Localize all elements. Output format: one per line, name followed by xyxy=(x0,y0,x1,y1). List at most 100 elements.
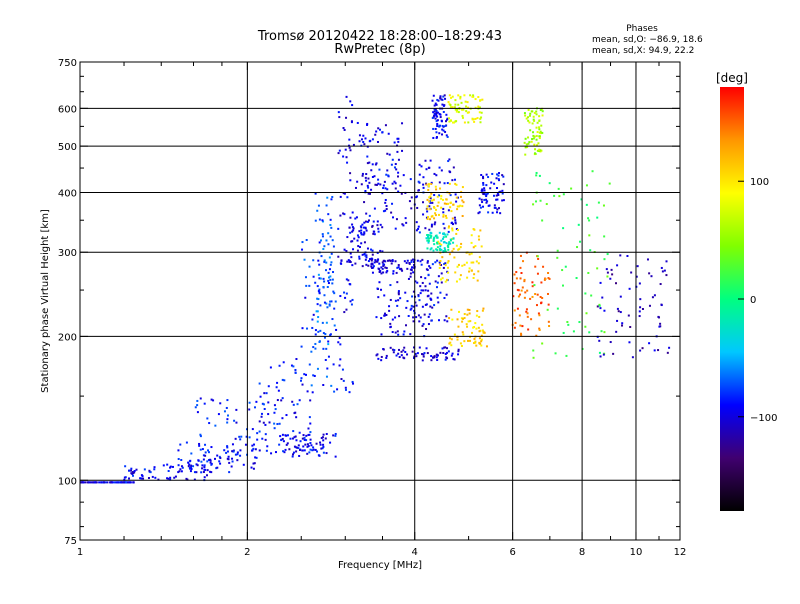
scatter-point xyxy=(440,206,443,209)
scatter-point xyxy=(480,111,483,114)
scatter-point xyxy=(553,194,556,197)
scatter-point xyxy=(536,131,539,134)
scatter-point xyxy=(360,229,363,232)
scatter-point xyxy=(479,117,482,120)
scatter-point xyxy=(484,193,487,196)
scatter-point xyxy=(467,121,470,124)
scatter-point xyxy=(461,186,464,189)
scatter-point xyxy=(446,233,449,236)
scatter-point xyxy=(204,454,207,457)
scatter-point xyxy=(370,169,373,172)
scatter-point xyxy=(466,276,469,279)
scatter-point xyxy=(525,308,528,311)
scatter-point xyxy=(502,175,505,178)
scatter-point xyxy=(515,277,518,280)
scatter-point xyxy=(457,325,460,328)
scatter-point xyxy=(385,173,388,176)
scatter-point xyxy=(308,433,311,436)
scatter-point xyxy=(190,452,193,455)
scatter-point xyxy=(430,292,433,295)
scatter-point xyxy=(316,297,319,300)
scatter-point xyxy=(209,461,212,464)
scatter-point xyxy=(210,446,213,449)
y-tick-label: 400 xyxy=(58,188,77,199)
scatter-point xyxy=(402,349,405,352)
scatter-point xyxy=(443,182,446,185)
scatter-point xyxy=(331,318,334,321)
scatter-point xyxy=(424,285,427,288)
scatter-point xyxy=(226,418,229,421)
scatter-point xyxy=(375,183,378,186)
scatter-point xyxy=(436,353,439,356)
scatter-point xyxy=(434,261,437,264)
scatter-point xyxy=(345,278,348,281)
scatter-point xyxy=(292,451,295,454)
scatter-point xyxy=(439,113,442,116)
scatter-point xyxy=(414,280,417,283)
scatter-point xyxy=(233,419,236,422)
scatter-point xyxy=(403,330,406,333)
scatter-point xyxy=(228,471,231,474)
scatter-point xyxy=(460,317,463,320)
scatter-point xyxy=(289,437,292,440)
scatter-point xyxy=(314,219,317,222)
scatter-point xyxy=(461,114,464,117)
scatter-point xyxy=(394,260,397,263)
scatter-point xyxy=(123,478,126,481)
scatter-point xyxy=(486,192,489,195)
scatter-point xyxy=(419,316,422,319)
scatter-point xyxy=(206,460,209,463)
scatter-point xyxy=(445,113,448,116)
scatter-point xyxy=(125,481,128,484)
scatter-point xyxy=(329,300,332,303)
scatter-point xyxy=(412,290,415,293)
scatter-point xyxy=(448,241,451,244)
scatter-point xyxy=(524,137,527,140)
scatter-point xyxy=(427,315,430,318)
y-tick-label: 600 xyxy=(58,104,77,115)
scatter-point xyxy=(467,320,470,323)
scatter-point xyxy=(535,144,538,147)
scatter-point xyxy=(447,225,450,228)
scatter-point xyxy=(458,278,461,281)
scatter-point xyxy=(424,277,427,280)
scatter-point xyxy=(445,198,448,201)
scatter-point xyxy=(340,378,343,381)
scatter-point xyxy=(537,312,540,315)
scatter-point xyxy=(123,481,126,484)
scatter-point xyxy=(439,187,442,190)
scatter-point xyxy=(472,326,475,329)
scatter-point xyxy=(363,143,366,146)
scatter-point xyxy=(196,404,199,407)
scatter-point xyxy=(322,220,325,223)
scatter-point xyxy=(394,182,397,185)
scatter-point xyxy=(435,286,438,289)
scatter-point xyxy=(480,340,483,343)
scatter-point xyxy=(331,195,334,198)
scatter-point xyxy=(354,186,357,189)
scatter-point xyxy=(661,270,664,273)
scatter-point xyxy=(322,383,325,386)
scatter-point xyxy=(474,340,477,343)
scatter-point xyxy=(130,467,133,470)
scatter-point xyxy=(459,342,462,345)
scatter-point xyxy=(616,319,619,322)
scatter-point xyxy=(537,142,540,145)
scatter-point xyxy=(449,171,452,174)
scatter-point xyxy=(538,131,541,134)
scatter-point xyxy=(406,259,409,262)
scatter-point xyxy=(236,451,239,454)
scatter-point xyxy=(433,110,436,113)
scatter-point xyxy=(419,292,422,295)
scatter-point xyxy=(496,211,499,214)
scatter-point xyxy=(448,117,451,120)
scatter-point xyxy=(381,131,384,134)
scatter-point xyxy=(461,320,464,323)
scatter-point xyxy=(433,304,436,307)
scatter-point xyxy=(330,252,333,255)
scatter-point xyxy=(177,458,180,461)
scatter-point xyxy=(329,263,332,266)
scatter-point xyxy=(435,136,438,139)
scatter-point xyxy=(418,299,421,302)
